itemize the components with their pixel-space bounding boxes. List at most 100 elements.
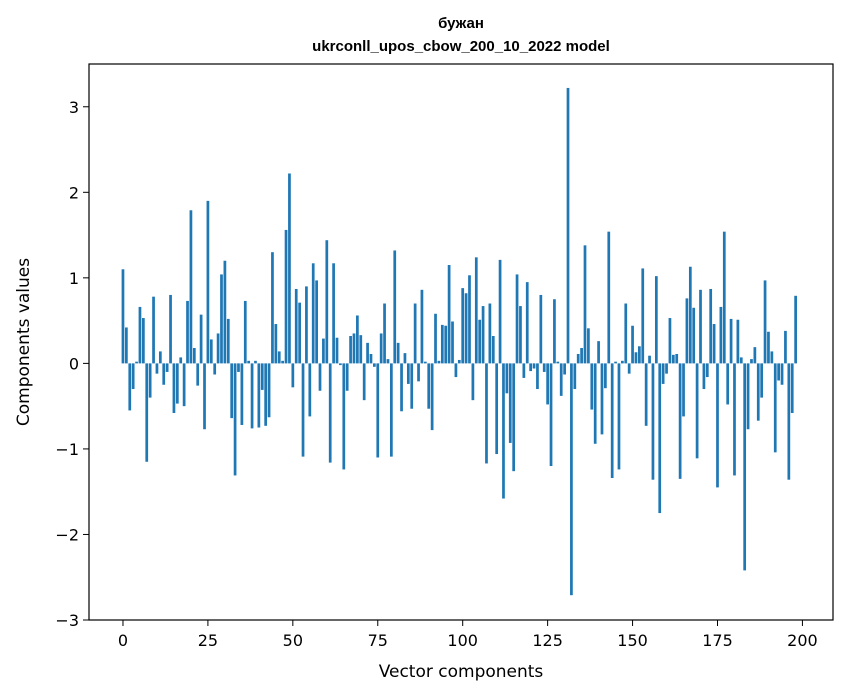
plot-frame	[88, 63, 834, 621]
bar-component-111	[498, 259, 502, 364]
bar-component-79	[390, 363, 393, 457]
bar-component-168	[692, 307, 696, 364]
bar-component-80	[393, 250, 397, 364]
bar-component-27	[213, 363, 217, 375]
bar-component-55	[308, 363, 312, 417]
bar-component-77	[383, 303, 386, 364]
bar-component-87	[417, 363, 420, 382]
bar-component-91	[430, 363, 434, 431]
bar-component-7	[145, 363, 149, 462]
bar-component-35	[240, 363, 244, 425]
bar-component-109	[491, 336, 495, 364]
bar-component-26	[209, 339, 213, 364]
bar-component-148	[624, 303, 628, 364]
bar-component-171	[702, 363, 706, 390]
y-tick-label: 2	[69, 183, 79, 202]
bar-component-99	[457, 359, 461, 364]
bar-component-81	[396, 342, 400, 364]
bar-component-61	[328, 363, 332, 463]
bar-component-36	[243, 300, 247, 364]
bar-component-39	[254, 360, 257, 364]
bar-component-136	[583, 245, 587, 364]
bar-component-112	[502, 363, 505, 499]
x-tick-label: 150	[617, 631, 648, 650]
bar-component-8	[148, 363, 152, 398]
bar-component-187	[756, 363, 760, 421]
bar-component-155	[648, 355, 651, 364]
bar-component-95	[444, 325, 448, 364]
bar-component-1	[125, 327, 128, 364]
bar-component-113	[505, 363, 509, 394]
bar-component-182	[739, 357, 743, 364]
bar-component-119	[525, 282, 529, 364]
bar-component-163	[675, 353, 679, 364]
bar-component-115	[512, 363, 516, 472]
bar-component-105	[478, 319, 482, 364]
bar-component-48	[284, 229, 288, 364]
bar-component-41	[260, 363, 264, 390]
bar-component-29	[220, 274, 223, 364]
bar-component-53	[301, 363, 305, 457]
chart-title-line-2: ukrconll_upos_cbow_200_10_2022 model	[312, 38, 610, 55]
bar-component-47	[281, 360, 284, 364]
bar-component-131	[566, 87, 570, 364]
bar-component-188	[760, 363, 764, 398]
bar-component-134	[576, 353, 580, 364]
bar-component-85	[410, 363, 414, 409]
bar-component-143	[607, 231, 611, 364]
bar-component-106	[481, 306, 485, 364]
bar-component-25	[206, 200, 210, 364]
bar-component-94	[440, 324, 444, 364]
bar-component-116	[515, 274, 519, 364]
bar-component-88	[420, 289, 424, 364]
x-axis-ticks: 0 25 50 75 100 125 150 175 200	[118, 620, 818, 650]
bar-component-40	[257, 363, 261, 428]
bar-component-52	[298, 302, 301, 364]
y-tick-label: 3	[69, 98, 79, 117]
bar-component-153	[641, 268, 645, 364]
bar-component-149	[627, 363, 631, 374]
bar-component-193	[777, 363, 780, 381]
bar-component-195	[784, 330, 787, 364]
bar-component-156	[651, 363, 655, 480]
bar-component-186	[753, 347, 757, 364]
bar-component-169	[695, 363, 699, 459]
bar-component-141	[600, 363, 604, 435]
bar-component-140	[597, 341, 600, 364]
bar-component-64	[339, 363, 342, 366]
bar-component-82	[400, 363, 403, 412]
y-tick-label: −1	[55, 440, 79, 459]
bar-component-146	[617, 363, 621, 470]
bar-component-154	[644, 363, 648, 426]
bar-component-132	[570, 363, 573, 596]
bar-component-42	[264, 363, 268, 426]
bar-component-103	[471, 363, 475, 401]
bar-component-158	[658, 363, 662, 514]
bar-component-59	[322, 338, 325, 364]
bar-component-176	[719, 306, 723, 364]
bar-component-76	[379, 333, 383, 364]
bar-component-104	[474, 257, 478, 364]
bar-component-62	[332, 263, 335, 364]
bar-component-78	[386, 359, 390, 364]
x-tick-label: 175	[702, 631, 733, 650]
bar-component-118	[522, 363, 526, 378]
bar-component-160	[665, 363, 668, 374]
bar-component-142	[604, 363, 607, 389]
bar-component-102	[468, 275, 471, 364]
bar-component-20	[189, 210, 193, 364]
bar-component-114	[508, 363, 512, 443]
bar-component-86	[413, 303, 417, 364]
bar-component-189	[763, 280, 767, 364]
x-tick-label: 100	[447, 631, 478, 650]
bar-component-128	[556, 361, 560, 364]
bar-component-151	[634, 352, 638, 364]
bar-component-83	[403, 353, 407, 364]
bar-component-97	[451, 321, 454, 364]
bar-component-67	[349, 336, 352, 364]
bar-component-9	[152, 296, 155, 364]
x-tick-label: 25	[198, 631, 218, 650]
bar-component-4	[135, 361, 138, 364]
bar-component-90	[427, 363, 431, 409]
